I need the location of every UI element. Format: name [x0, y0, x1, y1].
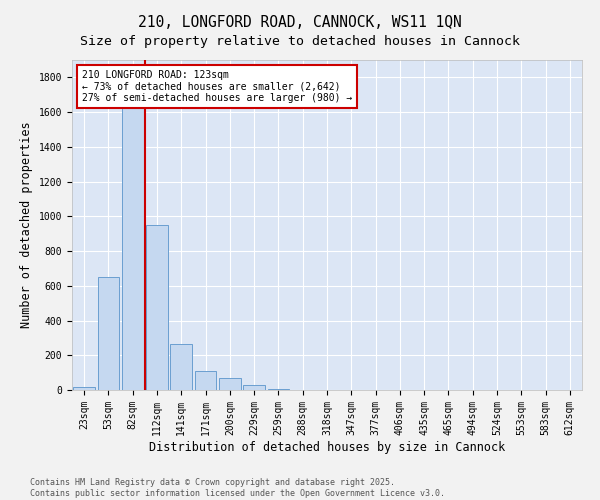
- X-axis label: Distribution of detached houses by size in Cannock: Distribution of detached houses by size …: [149, 440, 505, 454]
- Bar: [170, 344, 192, 390]
- Y-axis label: Number of detached properties: Number of detached properties: [20, 122, 33, 328]
- Text: Size of property relative to detached houses in Cannock: Size of property relative to detached ho…: [80, 35, 520, 48]
- Bar: [219, 378, 241, 390]
- Bar: [146, 225, 168, 390]
- Bar: [268, 389, 289, 390]
- Text: 210, LONGFORD ROAD, CANNOCK, WS11 1QN: 210, LONGFORD ROAD, CANNOCK, WS11 1QN: [138, 15, 462, 30]
- Text: 210 LONGFORD ROAD: 123sqm
← 73% of detached houses are smaller (2,642)
27% of se: 210 LONGFORD ROAD: 123sqm ← 73% of detac…: [82, 70, 352, 103]
- Bar: [122, 94, 143, 390]
- Bar: [194, 371, 217, 390]
- Bar: [97, 277, 119, 390]
- Text: Contains HM Land Registry data © Crown copyright and database right 2025.
Contai: Contains HM Land Registry data © Crown c…: [30, 478, 445, 498]
- Bar: [243, 385, 265, 390]
- Bar: [73, 386, 95, 390]
